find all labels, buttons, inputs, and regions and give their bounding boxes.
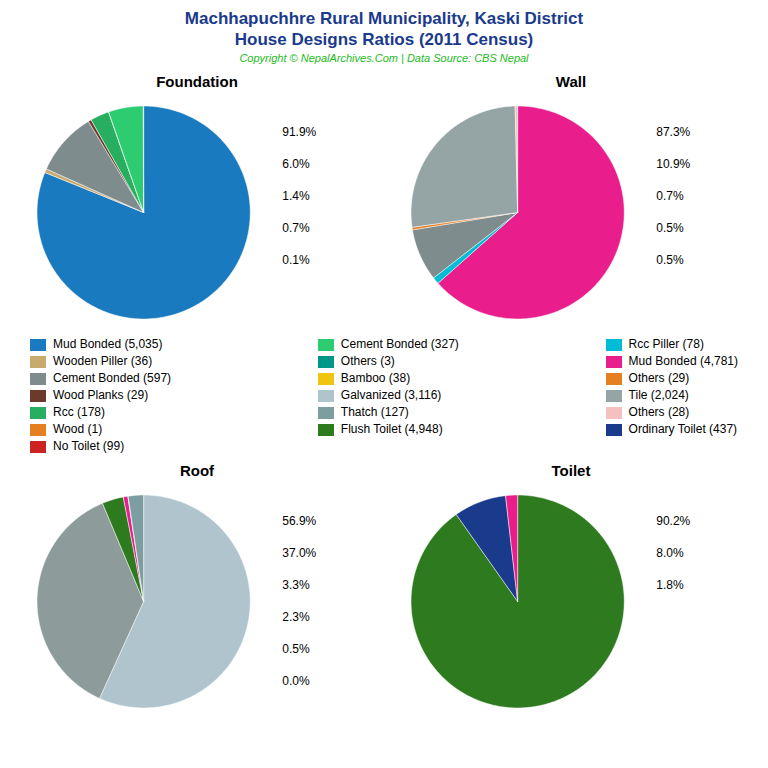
- svg-text:8.0%: 8.0%: [656, 546, 684, 560]
- svg-text:3.3%: 3.3%: [282, 578, 310, 592]
- html-text:Wooden Piller (36): Wooden Piller (36): [53, 354, 153, 368]
- html-text:Roof: Roof: [179, 462, 215, 479]
- html-text:Others (29): Others (29): [628, 371, 690, 385]
- html-text:Tile (2,024): Tile (2,024): [628, 388, 689, 402]
- html-text:Wood Planks (29): Wood Planks (29): [53, 388, 149, 402]
- html-text:Toilet: Toilet: [551, 462, 591, 479]
- svg-text:87.3%: 87.3%: [656, 125, 690, 139]
- html-text:Wood (1): Wood (1): [53, 422, 103, 436]
- svg-text:10.9%: 10.9%: [656, 157, 690, 171]
- html-text:Cement Bonded (597): Cement Bonded (597): [53, 371, 172, 385]
- html-text:Copyright © NepalArchives.Com: Copyright © NepalArchives.Com | Data Sou…: [239, 52, 529, 64]
- svg-text:0.5%: 0.5%: [656, 221, 684, 235]
- html-text:Mud Bonded (5,035): Mud Bonded (5,035): [53, 337, 163, 351]
- svg-text:1.4%: 1.4%: [282, 189, 310, 203]
- svg-text:0.5%: 0.5%: [282, 642, 310, 656]
- svg-text:90.2%: 90.2%: [656, 514, 690, 528]
- svg-text:0.1%: 0.1%: [282, 253, 310, 267]
- html-text:Rcc Piller (78): Rcc Piller (78): [628, 337, 704, 351]
- svg-text:2.3%: 2.3%: [282, 610, 310, 624]
- html-text:Thatch (127): Thatch (127): [340, 405, 409, 419]
- svg-text:0.0%: 0.0%: [282, 674, 310, 688]
- html-text:Wall: Wall: [555, 73, 587, 90]
- html-text:Machhapuchhre Rural Municipali: Machhapuchhre Rural Municipality, Kaski …: [184, 9, 584, 28]
- html-text:Mud Bonded (4,781): Mud Bonded (4,781): [628, 354, 738, 368]
- html-text:Bamboo (38): Bamboo (38): [340, 371, 411, 385]
- html-text:No Toilet (99): No Toilet (99): [53, 439, 125, 453]
- html-text:Cement Bonded (327): Cement Bonded (327): [340, 337, 459, 351]
- svg-text:0.5%: 0.5%: [656, 253, 684, 267]
- html-text:Others (3): Others (3): [340, 354, 395, 368]
- svg-text:91.9%: 91.9%: [282, 125, 316, 139]
- html-text:Galvanized (3,116): Galvanized (3,116): [340, 388, 442, 402]
- svg-text:6.0%: 6.0%: [282, 157, 310, 171]
- html-text:Ordinary Toilet (437): Ordinary Toilet (437): [628, 422, 738, 436]
- svg-text:1.8%: 1.8%: [656, 578, 684, 592]
- html-text:Foundation: Foundation: [156, 73, 238, 90]
- svg-text:0.7%: 0.7%: [282, 221, 310, 235]
- svg-text:56.9%: 56.9%: [282, 514, 316, 528]
- svg-text:37.0%: 37.0%: [282, 546, 316, 560]
- html-text:Flush Toilet (4,948): Flush Toilet (4,948): [340, 422, 443, 436]
- html-text:Rcc (178): Rcc (178): [53, 405, 105, 419]
- html-text:Others (28): Others (28): [628, 405, 690, 419]
- html-text:House Designs Ratios (2011 Cen: House Designs Ratios (2011 Census): [234, 30, 534, 49]
- svg-text:0.7%: 0.7%: [656, 189, 684, 203]
